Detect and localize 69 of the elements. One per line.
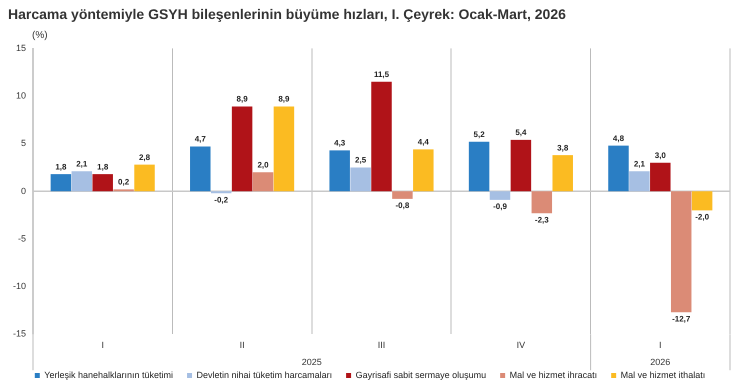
data-label: -0,9 [493, 202, 508, 212]
y-tick-label: -15 [12, 328, 26, 339]
y-tick-label: 0 [20, 186, 26, 196]
data-label: 3,8 [557, 143, 569, 152]
bar [532, 191, 552, 214]
data-label: -2,0 [695, 212, 710, 222]
bar [274, 106, 294, 192]
y-axis-title: (%) [32, 30, 48, 41]
data-label: -2,3 [534, 215, 550, 224]
data-label: 2,8 [138, 152, 151, 162]
bar [552, 155, 573, 192]
y-tick-label: 10 [16, 90, 26, 101]
bar [134, 164, 155, 192]
legend-label: Gayrisafi sabit sermaye oluşumu [356, 370, 486, 380]
chart-title: Harcama yöntemiyle GSYH bileşenlerinin büyüme hızları, I. Çeyrek: Ocak-Mart, 2026 [8, 6, 566, 22]
bar [72, 171, 92, 192]
legend-label: Mal ve hizmet ithalatı [620, 370, 706, 380]
data-label: -0,2 [214, 195, 229, 204]
legend-label: Mal ve hizmet ihracatı [510, 370, 598, 380]
data-label: 3,0 [654, 150, 666, 160]
y-tick-label: -5 [18, 233, 26, 244]
bar [413, 149, 434, 192]
bar [650, 162, 671, 192]
data-label: 4,4 [418, 138, 430, 147]
data-label: 1,8 [97, 162, 109, 172]
bar [92, 174, 113, 192]
data-label: 8,9 [236, 94, 248, 104]
text: 2026 [650, 357, 670, 368]
bar [468, 142, 490, 192]
x-tick-label: I [659, 340, 662, 350]
data-label: 2,1 [76, 159, 88, 168]
bar [371, 82, 392, 192]
bar [50, 174, 72, 192]
data-label: 5,2 [474, 130, 486, 139]
data-label: -0,8 [396, 201, 410, 210]
bar [608, 146, 629, 192]
data-label: 2,5 [355, 156, 367, 165]
data-label: 11,5 [374, 70, 390, 79]
x-tick-label: III [378, 340, 386, 350]
bar [692, 191, 712, 210]
y-tick-label: -10 [12, 281, 26, 292]
bar [329, 150, 350, 192]
data-label: -12,7 [672, 314, 691, 324]
x-tick-label: I [101, 340, 104, 350]
legend-label: Yerleşik hanehalklarının tüketimi [44, 370, 174, 380]
data-label: 4,7 [194, 134, 206, 144]
x-tick-label: IV [516, 340, 526, 350]
y-tick-label: 5 [20, 138, 26, 148]
bar [232, 106, 252, 192]
data-label: 5,4 [515, 128, 528, 138]
data-label: 4,3 [334, 138, 346, 148]
data-label: 8,9 [278, 94, 290, 104]
bar [510, 140, 532, 192]
data-label: 1,8 [55, 162, 67, 172]
bar [190, 146, 211, 192]
bar [490, 191, 510, 200]
data-label: 4,8 [612, 134, 625, 143]
bar [252, 172, 274, 192]
data-label: 2,1 [634, 159, 646, 168]
text: 2025 [302, 357, 322, 368]
data-label: 2,0 [257, 160, 270, 170]
bar [629, 171, 650, 192]
x-tick-label: II [240, 340, 245, 350]
legend-label: Devletin nihai tüketim harcamaları [196, 370, 332, 380]
y-tick-label: 15 [16, 42, 26, 53]
data-label: 0,2 [118, 178, 130, 187]
bar [392, 191, 413, 199]
bar [350, 167, 371, 192]
bar [670, 191, 692, 312]
